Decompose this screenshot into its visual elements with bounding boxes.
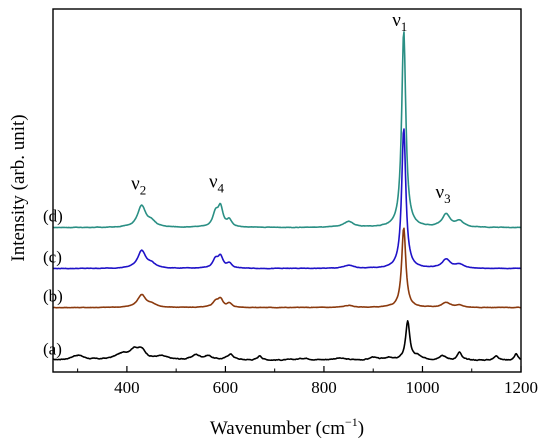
peak-annotation: ν4 (209, 172, 225, 196)
plot-frame (52, 8, 522, 373)
x-tick-label: 1200 (504, 378, 538, 397)
series-line-b (52, 227, 521, 309)
x-axis-title-sup: −1 (345, 415, 358, 429)
series-label: (d) (43, 207, 63, 226)
peak-annotation: ν1 (392, 10, 407, 34)
series-line-d (52, 31, 521, 229)
x-tick-label: 600 (213, 378, 239, 397)
peak-annotation: ν2 (131, 174, 146, 198)
series-label: (c) (43, 248, 62, 267)
series-label: (a) (43, 339, 62, 358)
annotation-layer: ν1 ν2 ν3 ν4 (131, 10, 451, 206)
x-axis-title-main: Wavenumber (cm (210, 418, 345, 439)
series-layer (52, 31, 521, 362)
peak-annotation: ν3 (436, 182, 451, 206)
x-tick-label: 1000 (405, 378, 439, 397)
axes-layer: 400 600 800 1000 1200 (52, 8, 538, 397)
y-axis-title: Intensity (arb. unit) (8, 114, 29, 261)
x-axis-title-end: ) (358, 418, 364, 439)
series-line-a (52, 320, 521, 362)
series-line-c (52, 128, 521, 270)
x-tick-label: 400 (114, 378, 140, 397)
x-axis-title: Wavenumber (cm−1) (210, 415, 364, 439)
series-label: (b) (43, 287, 63, 306)
x-tick-label: 800 (311, 378, 337, 397)
series-label-layer: (a) (b) (c) (d) (43, 207, 63, 359)
